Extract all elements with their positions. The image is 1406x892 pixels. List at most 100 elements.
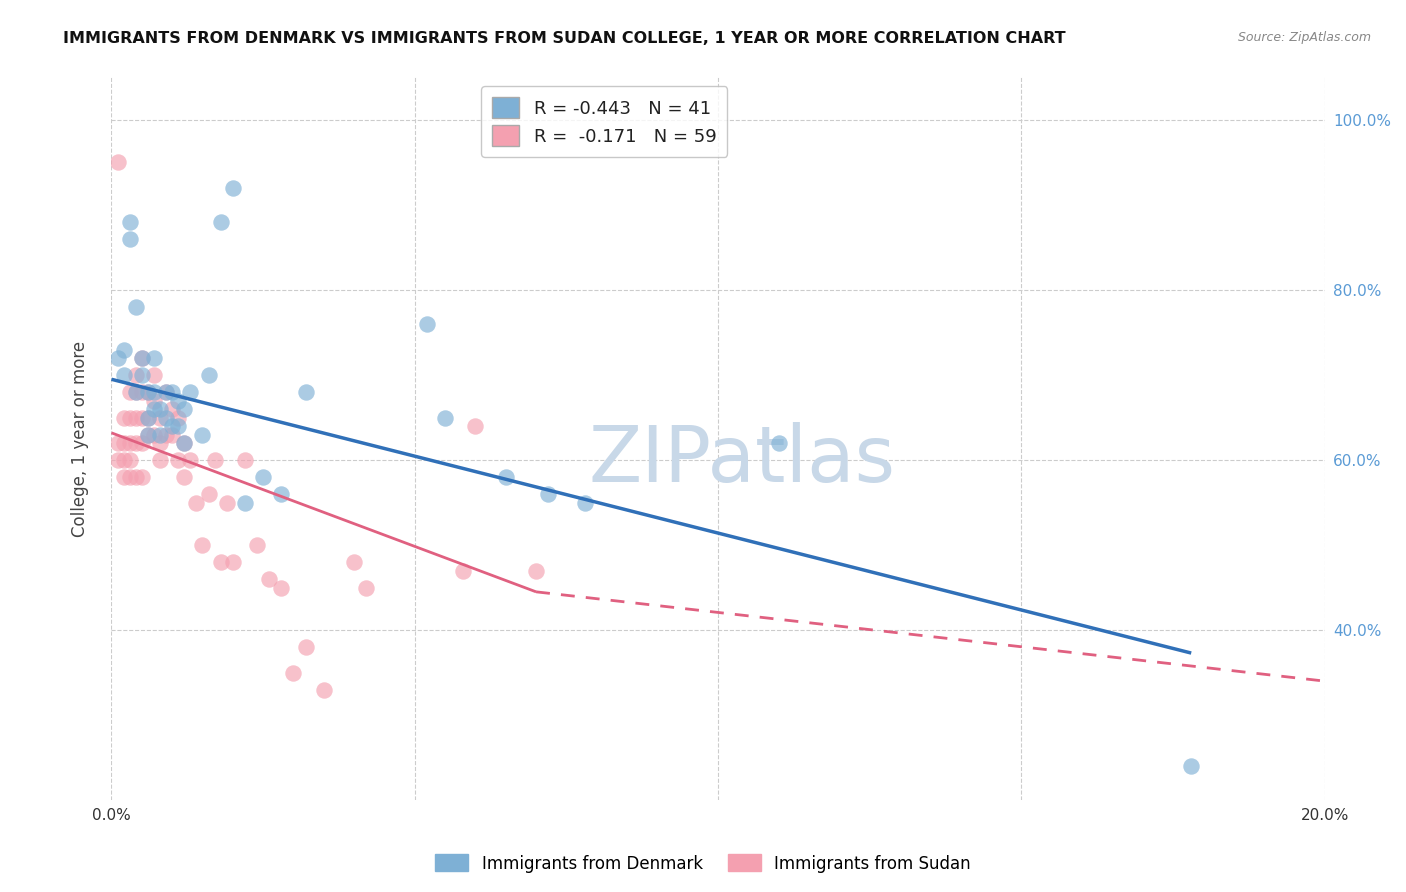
Point	[222, 181, 245, 195]
Point	[1180, 759, 1202, 773]
Point	[112, 410, 135, 425]
Point	[574, 495, 596, 509]
Point	[142, 351, 165, 365]
Point	[155, 427, 177, 442]
Point	[222, 555, 245, 569]
Point	[149, 436, 172, 450]
Point	[131, 384, 153, 399]
Point	[155, 410, 177, 425]
Point	[125, 470, 148, 484]
Point	[160, 427, 183, 442]
Point	[160, 419, 183, 434]
Point	[173, 436, 195, 450]
Legend: Immigrants from Denmark, Immigrants from Sudan: Immigrants from Denmark, Immigrants from…	[429, 847, 977, 880]
Point	[215, 495, 238, 509]
Point	[118, 215, 141, 229]
Point	[107, 351, 129, 365]
Point	[118, 384, 141, 399]
Point	[131, 351, 153, 365]
Point	[252, 470, 274, 484]
Point	[191, 538, 214, 552]
Point	[155, 384, 177, 399]
Point	[167, 410, 190, 425]
Point	[537, 487, 560, 501]
Point	[233, 453, 256, 467]
Point	[186, 495, 208, 509]
Point	[179, 384, 201, 399]
Point	[125, 410, 148, 425]
Point	[125, 368, 148, 382]
Point	[136, 427, 159, 442]
Point	[416, 317, 439, 331]
Point	[160, 384, 183, 399]
Point	[112, 368, 135, 382]
Point	[270, 487, 292, 501]
Point	[495, 470, 517, 484]
Point	[142, 427, 165, 442]
Point	[118, 436, 141, 450]
Point	[118, 470, 141, 484]
Point	[294, 640, 316, 654]
Point	[354, 581, 377, 595]
Point	[131, 436, 153, 450]
Point	[136, 410, 159, 425]
Point	[136, 384, 159, 399]
Point	[118, 453, 141, 467]
Point	[768, 436, 790, 450]
Text: IMMIGRANTS FROM DENMARK VS IMMIGRANTS FROM SUDAN COLLEGE, 1 YEAR OR MORE CORRELA: IMMIGRANTS FROM DENMARK VS IMMIGRANTS FR…	[63, 31, 1066, 46]
Point	[173, 470, 195, 484]
Point	[270, 581, 292, 595]
Point	[131, 470, 153, 484]
Point	[112, 470, 135, 484]
Point	[142, 402, 165, 417]
Point	[149, 410, 172, 425]
Point	[112, 453, 135, 467]
Point	[167, 453, 190, 467]
Point	[112, 436, 135, 450]
Point	[131, 351, 153, 365]
Text: Source: ZipAtlas.com: Source: ZipAtlas.com	[1237, 31, 1371, 45]
Point	[149, 427, 172, 442]
Point	[136, 410, 159, 425]
Point	[209, 555, 232, 569]
Point	[125, 384, 148, 399]
Point	[136, 384, 159, 399]
Point	[142, 393, 165, 408]
Text: ZIPatlas: ZIPatlas	[589, 423, 896, 499]
Point	[112, 343, 135, 357]
Point	[464, 419, 486, 434]
Point	[136, 427, 159, 442]
Point	[118, 410, 141, 425]
Point	[434, 410, 457, 425]
Point	[131, 368, 153, 382]
Point	[312, 682, 335, 697]
Point	[283, 665, 305, 680]
Point	[167, 419, 190, 434]
Point	[453, 564, 475, 578]
Point	[131, 410, 153, 425]
Point	[294, 384, 316, 399]
Point	[233, 495, 256, 509]
Point	[524, 564, 547, 578]
Point	[155, 384, 177, 399]
Point	[149, 453, 172, 467]
Legend: R = -0.443   N = 41, R =  -0.171   N = 59: R = -0.443 N = 41, R = -0.171 N = 59	[481, 87, 727, 157]
Point	[107, 155, 129, 169]
Point	[107, 453, 129, 467]
Point	[197, 368, 219, 382]
Point	[191, 427, 214, 442]
Point	[209, 215, 232, 229]
Point	[343, 555, 366, 569]
Point	[125, 300, 148, 314]
Point	[142, 368, 165, 382]
Point	[107, 436, 129, 450]
Point	[167, 393, 190, 408]
Point	[173, 436, 195, 450]
Point	[179, 453, 201, 467]
Y-axis label: College, 1 year or more: College, 1 year or more	[72, 341, 89, 537]
Point	[160, 402, 183, 417]
Point	[125, 436, 148, 450]
Point	[142, 384, 165, 399]
Point	[197, 487, 219, 501]
Point	[257, 572, 280, 586]
